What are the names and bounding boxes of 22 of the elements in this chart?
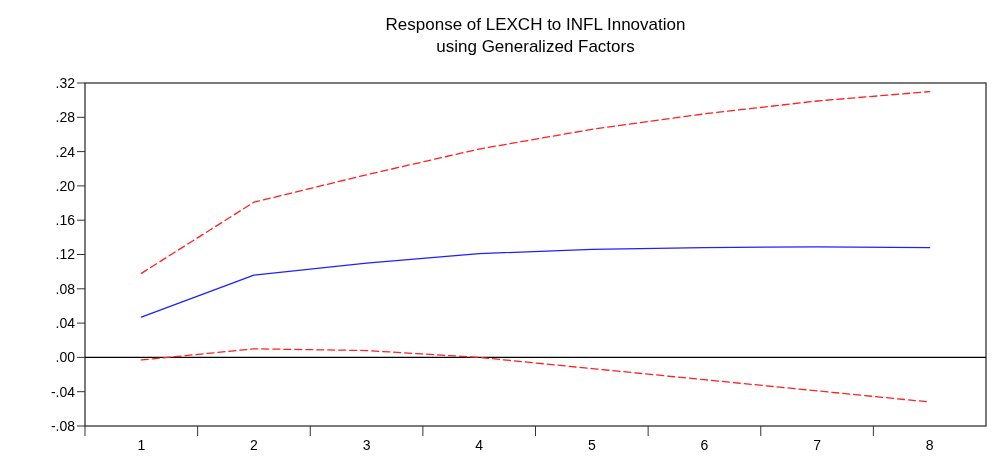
x-tick-label: 4 bbox=[475, 437, 484, 453]
y-tick-label: .08 bbox=[55, 280, 76, 297]
y-tick-label: .20 bbox=[55, 177, 76, 194]
line-series bbox=[140, 246, 931, 318]
x-tick-label: 6 bbox=[700, 437, 709, 453]
x-tick-label: 5 bbox=[587, 437, 596, 453]
y-tick-label: .04 bbox=[55, 315, 76, 331]
y-tick-label: -.04 bbox=[50, 383, 76, 400]
x-tick-label: 7 bbox=[813, 437, 822, 453]
y-tick-label: .00 bbox=[55, 349, 76, 366]
line-series bbox=[140, 90, 931, 275]
x-tick-label: 1 bbox=[137, 437, 146, 453]
y-tick-label: .32 bbox=[55, 74, 76, 91]
y-tick-label: .12 bbox=[55, 246, 76, 263]
chart-title: Response of LEXCH to INFL Innovation using Generalized Factors bbox=[385, 15, 686, 56]
y-tick-label: .16 bbox=[55, 212, 76, 229]
x-tick-label: 8 bbox=[925, 437, 934, 453]
y-tick-label: .24 bbox=[55, 143, 76, 160]
x-tick-label: 3 bbox=[362, 437, 371, 453]
y-tick-label: -.08 bbox=[50, 417, 76, 434]
x-tick-label: 2 bbox=[250, 437, 259, 453]
y-tick-label: .28 bbox=[55, 109, 76, 126]
